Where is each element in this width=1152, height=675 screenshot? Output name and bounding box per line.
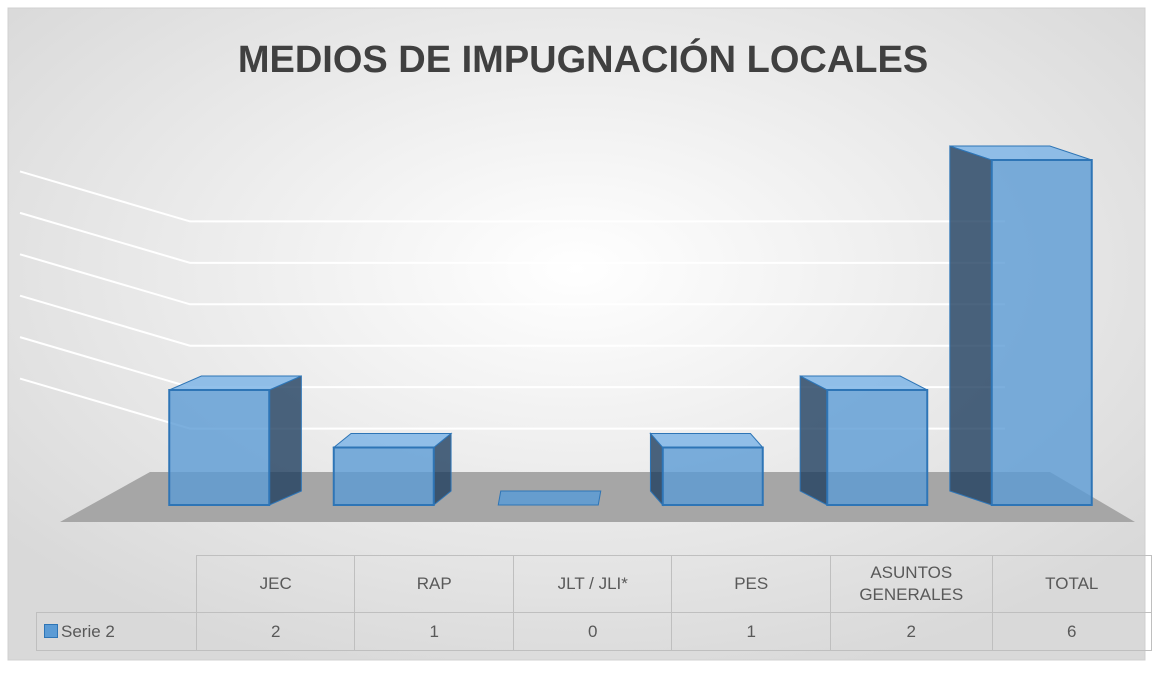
legend-entry: Serie 2 bbox=[36, 612, 197, 651]
grid-line bbox=[19, 253, 1005, 306]
value-label: 6 bbox=[991, 612, 1152, 651]
bar-top bbox=[332, 433, 453, 448]
legend-key bbox=[44, 623, 58, 638]
value-label: 2 bbox=[195, 612, 356, 651]
value-label: 2 bbox=[830, 612, 993, 651]
category-label: JLT / JLI* bbox=[513, 555, 673, 613]
bar-side bbox=[268, 375, 302, 506]
bar-side bbox=[799, 375, 828, 506]
category-label: RAP bbox=[354, 555, 515, 613]
bar bbox=[332, 446, 435, 506]
bar bbox=[826, 389, 929, 506]
value-label: 1 bbox=[354, 612, 515, 651]
value-label: 1 bbox=[671, 612, 832, 651]
value-label: 0 bbox=[513, 612, 673, 651]
bar bbox=[990, 159, 1093, 506]
bar-side bbox=[949, 145, 993, 506]
bar bbox=[661, 446, 764, 506]
grid-line bbox=[19, 170, 1005, 223]
data-table: JEC RAP JLT / JLI* PES ASUNTOS GENERALES TOTA… bbox=[36, 555, 1152, 651]
category-label: PES bbox=[671, 555, 832, 613]
grid-line bbox=[19, 211, 1005, 264]
corner bbox=[37, 556, 197, 613]
bar-top bbox=[649, 433, 764, 448]
legend-label: Serie 2 bbox=[61, 621, 115, 641]
grid-line bbox=[19, 294, 1005, 347]
chart-title: MEDIOS DE IMPUGNACIÓN LOCALES bbox=[238, 37, 928, 81]
category-label: ASUNTOS GENERALES bbox=[830, 555, 993, 613]
category-label: JEC bbox=[195, 555, 356, 613]
bar bbox=[168, 389, 271, 506]
category-label: TOTAL bbox=[991, 555, 1152, 613]
bar-top bbox=[497, 490, 602, 506]
